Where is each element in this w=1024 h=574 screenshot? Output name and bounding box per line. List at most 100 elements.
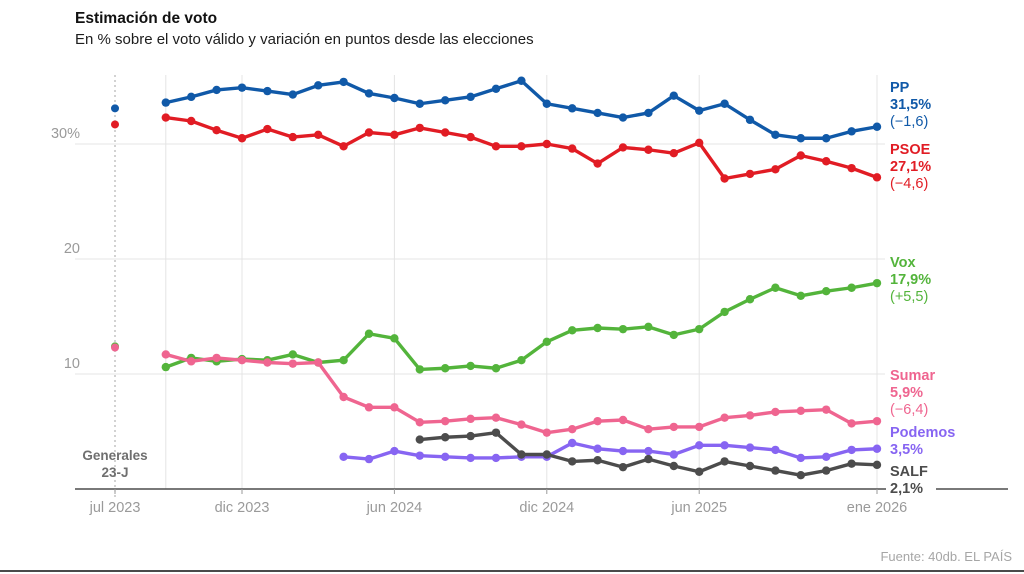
series-dot-sumar: [491, 413, 501, 422]
series-dot-pp: [263, 86, 272, 96]
series-dot-pp: [491, 84, 501, 94]
series-dot-pp: [339, 77, 348, 87]
series-dot-psoe: [796, 151, 805, 160]
series-dot-sumar: [644, 425, 653, 434]
series-dot-sumar: [872, 416, 882, 426]
series-dot-podemos: [644, 446, 653, 456]
series-dot-sumar: [415, 418, 424, 427]
series-dot-vox: [593, 323, 602, 333]
bottom-divider: [0, 570, 1024, 572]
series-dot-vox: [364, 329, 374, 338]
series-dot-sumar: [822, 405, 831, 414]
series-value-podemos: 3,5%: [890, 442, 923, 458]
series-dot-vox: [491, 364, 501, 373]
series-dot-psoe: [441, 128, 450, 137]
series-dot-salf: [491, 428, 501, 437]
series-dot-pp: [314, 81, 323, 90]
series-dot-vox: [161, 362, 170, 372]
y-axis-label: 30%: [51, 126, 80, 142]
x-axis-label: dic 2023: [215, 500, 270, 516]
series-dot-psoe: [263, 124, 272, 134]
series-name-salf: SALF: [890, 464, 928, 480]
x-axis-label: dic 2024: [519, 500, 574, 516]
series-dot-psoe: [237, 134, 247, 143]
series-dot-podemos: [618, 446, 628, 456]
series-dot-pp: [872, 122, 882, 131]
series-dot-podemos: [720, 441, 729, 450]
series-dot-psoe: [593, 159, 602, 168]
series-dot-salf: [796, 471, 805, 480]
series-dot-salf: [644, 454, 653, 464]
election-dot-psoe: [111, 120, 119, 129]
series-dot-vox: [822, 287, 831, 296]
series-value-psoe: 27,1%: [890, 159, 931, 175]
series-dot-vox: [695, 324, 704, 334]
series-dot-vox: [339, 356, 348, 365]
series-dot-pp: [771, 130, 780, 139]
series-dot-psoe: [771, 165, 780, 174]
series-dot-podemos: [745, 443, 755, 452]
y-axis-label: 10: [64, 356, 80, 372]
series-dot-salf: [695, 467, 704, 476]
series-dot-psoe: [288, 132, 297, 142]
series-dot-vox: [771, 283, 780, 292]
series-dot-psoe: [720, 174, 729, 183]
series-dot-salf: [466, 431, 475, 441]
series-dot-salf: [720, 457, 729, 466]
series-dot-sumar: [466, 414, 475, 424]
series-dot-vox: [542, 337, 551, 346]
source-credit: Fuente: 40db. EL PAÍS: [880, 549, 1012, 564]
series-dot-sumar: [364, 403, 374, 412]
series-dot-salf: [669, 461, 678, 471]
series-dot-pp: [212, 85, 221, 95]
series-dot-sumar: [263, 358, 272, 367]
series-dot-vox: [288, 350, 297, 359]
series-value-sumar: 5,9%: [890, 385, 923, 401]
series-dot-salf: [847, 459, 856, 468]
series-dot-salf: [745, 461, 755, 471]
series-dot-sumar: [390, 403, 399, 412]
series-dot-sumar: [441, 416, 450, 426]
series-change-pp: (−1,6): [890, 114, 928, 130]
series-dot-sumar: [669, 422, 678, 432]
series-name-podemos: Podemos: [890, 425, 955, 441]
series-dot-pp: [796, 134, 805, 143]
series-dot-sumar: [212, 353, 221, 363]
series-dot-pp: [568, 104, 577, 113]
series-dot-podemos: [593, 444, 602, 453]
series-dot-podemos: [339, 452, 348, 461]
series-dot-podemos: [491, 453, 501, 463]
series-dot-podemos: [796, 453, 805, 463]
series-dot-podemos: [669, 450, 678, 459]
series-dot-psoe: [822, 157, 831, 166]
series-dot-vox: [390, 334, 399, 343]
series-dot-pp: [466, 92, 475, 102]
x-axis-label: jul 2023: [89, 500, 141, 516]
election-dot-pp: [111, 104, 119, 113]
series-dot-sumar: [237, 356, 247, 365]
series-dot-salf: [542, 450, 551, 459]
series-dot-vox: [720, 307, 729, 317]
series-dot-salf: [593, 456, 602, 465]
series-dot-psoe: [415, 123, 424, 133]
series-dot-pp: [441, 96, 450, 105]
chart-subtitle: En % sobre el voto válido y variación en…: [75, 31, 534, 48]
series-dot-vox: [644, 322, 653, 332]
series-dot-psoe: [745, 169, 755, 179]
series-dot-vox: [415, 365, 424, 374]
series-dot-psoe: [847, 163, 856, 173]
series-dot-podemos: [847, 445, 856, 455]
series-dot-pp: [237, 83, 247, 92]
series-dot-psoe: [390, 130, 399, 139]
series-dot-vox: [568, 326, 577, 335]
series-dot-psoe: [669, 149, 678, 158]
series-dot-sumar: [593, 416, 602, 426]
series-value-vox: 17,9%: [890, 272, 931, 288]
series-dot-pp: [745, 115, 755, 125]
series-dot-psoe: [339, 142, 348, 151]
series-dot-vox: [796, 291, 805, 300]
series-dot-sumar: [288, 359, 297, 368]
series-change-vox: (+5,5): [890, 289, 928, 305]
series-dot-pp: [822, 134, 831, 143]
